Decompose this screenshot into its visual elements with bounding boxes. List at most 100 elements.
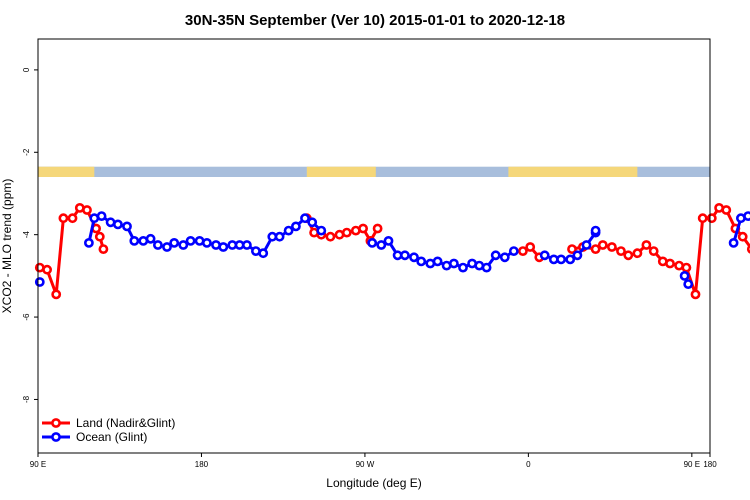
- series-0-point: [567, 244, 577, 254]
- series-1-point: [539, 250, 550, 261]
- series-1-point: [283, 225, 294, 236]
- x-tick-label-5: 180: [703, 460, 717, 469]
- y-tick-label-3: -6: [22, 313, 31, 321]
- series-0-point: [681, 262, 692, 273]
- series-1: [34, 211, 750, 289]
- series-1-point: [728, 237, 739, 248]
- y-axis: 0 -2 -4 -6 -8: [22, 67, 38, 403]
- legend: Land (Nadir&Glint)Ocean (Glint): [42, 416, 175, 444]
- series-0: [34, 202, 750, 300]
- series-1-point: [113, 219, 123, 230]
- series-0-line-0: [39, 206, 98, 295]
- series-1-point: [34, 277, 45, 287]
- series-0-point: [690, 289, 701, 300]
- series-1-point: [590, 225, 601, 236]
- series-1-point: [300, 213, 310, 224]
- legend-entry-1: Ocean (Glint): [42, 430, 147, 444]
- series-0-point: [325, 231, 336, 242]
- series-0-point: [372, 223, 383, 234]
- series-1-point: [581, 240, 592, 250]
- series-1-point: [145, 233, 156, 244]
- series-0-point: [721, 205, 732, 215]
- series-0-point: [665, 258, 675, 269]
- series-1-point: [432, 256, 443, 267]
- series-1-point: [490, 250, 501, 261]
- series-0-point: [518, 246, 528, 256]
- series-1-point: [458, 262, 468, 273]
- series-0-point: [623, 250, 634, 261]
- legend-label-1: Ocean (Glint): [76, 430, 147, 444]
- series-0-point: [341, 227, 352, 238]
- series-1-point: [201, 237, 212, 248]
- y-tick-label-1: -2: [22, 148, 31, 156]
- series-1-point: [152, 240, 163, 250]
- series-0-point: [706, 213, 717, 224]
- legend-entry-0: Land (Nadir&Glint): [42, 416, 175, 430]
- series-0-point: [51, 289, 62, 300]
- series-1-point: [399, 250, 410, 261]
- series-0-point: [697, 213, 708, 224]
- series-1-point: [481, 262, 492, 273]
- legend-label-0: Land (Nadir&Glint): [76, 416, 175, 430]
- land-region-0: [38, 166, 95, 177]
- x-tick-label-3: 0: [526, 460, 531, 469]
- series-1-point: [162, 242, 172, 252]
- series-1-point: [367, 237, 378, 248]
- series-1-point: [565, 254, 576, 265]
- series-1-point: [383, 235, 394, 246]
- series-0-point: [42, 264, 52, 275]
- series-layer: [34, 202, 750, 300]
- series-1-point: [499, 252, 510, 263]
- series-0-point: [82, 205, 92, 215]
- series-0-point: [98, 244, 109, 254]
- x-tick-label-1: 180: [195, 460, 209, 469]
- series-0-point: [590, 244, 601, 254]
- series-1-point: [84, 237, 94, 248]
- land-ocean-band: [38, 166, 710, 177]
- series-1-point: [96, 211, 107, 221]
- x-axis: 90 E 180 90 W 0 90 E 180: [30, 453, 717, 469]
- series-0-point: [607, 242, 617, 252]
- series-1-point: [376, 240, 387, 250]
- series-1-point: [416, 256, 427, 267]
- series-1-point: [169, 237, 180, 248]
- y-tick-label-0: 0: [22, 67, 31, 72]
- series-1-point: [218, 242, 229, 252]
- series-1-point: [290, 221, 301, 232]
- x-tick-label-2: 90 W: [356, 460, 375, 469]
- series-1-point: [274, 231, 285, 242]
- series-0-point: [648, 246, 659, 256]
- land-region-2: [508, 166, 638, 177]
- series-1-point: [683, 279, 694, 289]
- series-1-point: [241, 240, 252, 250]
- series-1-point: [316, 225, 327, 236]
- x-tick-label-4: 90 E: [684, 460, 700, 469]
- x-tick-label-0: 90 E: [30, 460, 46, 469]
- land-region-1: [306, 166, 376, 177]
- series-1-point: [122, 221, 132, 232]
- series-1-point: [178, 240, 189, 250]
- series-1-point: [448, 258, 459, 269]
- legend-marker-1: [51, 432, 61, 442]
- series-1-point: [185, 235, 196, 246]
- series-1-point: [679, 270, 690, 281]
- series-1-point: [307, 217, 318, 228]
- y-axis-label: XCO2 - MLO trend (ppm): [0, 179, 14, 314]
- x-axis-label: Longitude (deg E): [326, 476, 421, 490]
- series-1-point: [556, 254, 566, 265]
- series-0-point: [641, 240, 652, 250]
- series-0-point: [632, 248, 643, 259]
- series-0-point: [597, 240, 608, 250]
- plot-frame: [37, 38, 711, 454]
- y-tick-label-4: -8: [22, 395, 31, 403]
- series-0-point: [737, 231, 748, 242]
- series-0-point: [94, 231, 105, 242]
- series-0-point: [67, 213, 78, 224]
- series-1-point: [258, 248, 269, 259]
- series-1-point: [129, 235, 140, 246]
- series-0-point: [358, 223, 368, 234]
- series-0-point: [525, 242, 536, 252]
- series-1-point: [508, 246, 519, 256]
- chart-title: 30N-35N September (Ver 10) 2015-01-01 to…: [185, 12, 565, 29]
